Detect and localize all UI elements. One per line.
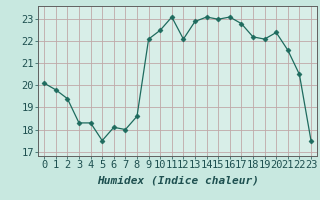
X-axis label: Humidex (Indice chaleur): Humidex (Indice chaleur) (97, 176, 259, 186)
